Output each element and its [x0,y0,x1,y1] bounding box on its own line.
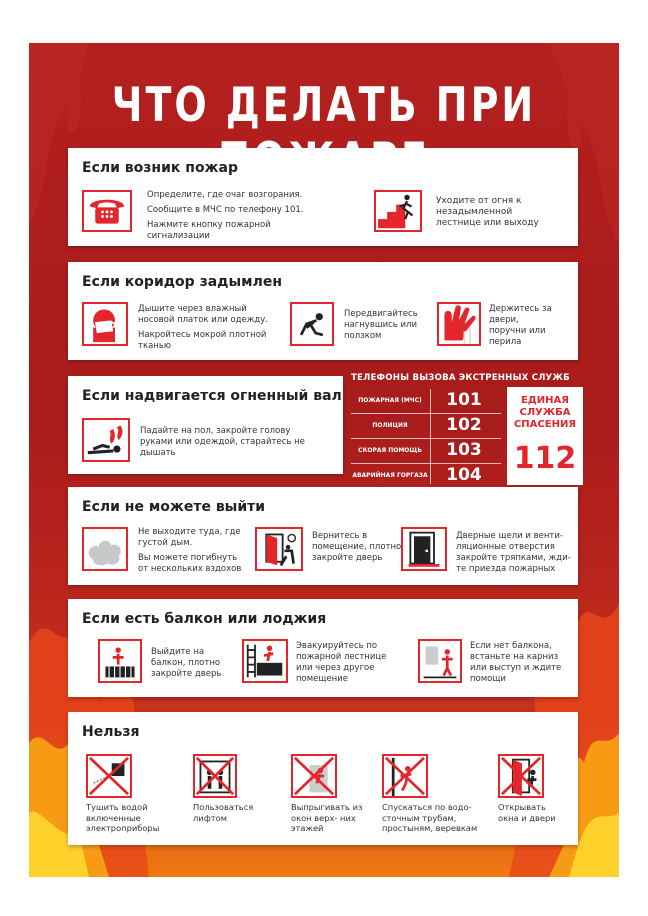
poster: ЧТО ДЕЛАТЬ ПРИ ПОЖАРЕ Если возник пожар … [29,43,619,877]
cloth-mouth-icon [82,302,128,346]
section5-text3: Если нет балкона, встаньте на карниз или… [470,641,562,684]
phone-row: ПОЖАРНАЯ (МЧС) 101 [358,390,482,410]
no-elevator-icon [193,754,237,798]
section-heading: Если возник пожар [82,160,238,176]
section5-text2: Эвакуируйтесь по пожарной лестнице или ч… [296,641,387,684]
section1-text: Определите, где очаг возгорания. Сообщит… [147,190,304,241]
section-heading: Если есть балкон или лоджия [82,611,327,627]
lie-down-icon [82,418,130,462]
crawl-icon [290,302,334,346]
forbidden-text: Тушить водой включенные электроприборы [86,802,160,833]
section4-text2: Вернитесь в помещение, плотно закройте д… [312,531,402,563]
no-jump-window-icon [291,754,337,798]
hand-railing-icon [437,302,481,346]
phones-title: ТЕЛЕФОНЫ ВЫЗОВА ЭКСТРЕННЫХ СЛУЖБ [351,373,570,383]
rescue-service-box: ЕДИНАЯ СЛУЖБА СПАСЕНИЯ 112 [507,387,583,485]
seal-door-icon [401,527,447,571]
section-heading: Нельзя [82,724,140,740]
rescue-number: 112 [513,441,577,476]
section1-text2: Уходите от огня к незадымленной лестнице… [436,196,539,228]
ledge-icon [418,639,462,683]
section-fire-started: Если возник пожар Определите, где очаг в… [68,148,578,246]
rescue-label: ЕДИНАЯ СЛУЖБА СПАСЕНИЯ [513,395,577,430]
no-climb-pipe-icon [382,754,428,798]
phone-row: ПОЛИЦИЯ 102 [372,415,482,435]
smoke-icon [82,527,128,571]
section-balcony: Если есть балкон или лоджия Выйдите на б… [68,599,578,697]
section-heading: Если коридор задымлен [82,274,282,290]
section3-text: Падайте на пол, закройте голову руками и… [140,426,305,458]
section-forbidden: Нельзя Тушить водой включенные электропр… [68,712,578,845]
exit-stairs-icon [374,190,422,232]
forbidden-text: Открывать окна и двери [498,802,556,823]
section-corridor-smoke: Если коридор задымлен Дышите через влажн… [68,262,578,360]
phone-row: СКОРАЯ ПОМОЩЬ 103 [358,440,482,460]
section-fire-wall: Если надвигается огненный вал Падайте на… [68,376,343,474]
balcony-icon [98,639,142,683]
section-heading: Если надвигается огненный вал [82,388,342,404]
section2-text3: Держитесь за двери, поручни или перила [489,304,552,347]
forbidden-text: Пользоваться лифтом [193,802,254,823]
telephone-icon [82,190,132,232]
forbidden-text: Выпрыгивать из окон верх- них этажей [291,802,363,833]
section2-text2: Передвигайтесь нагнувшись или ползком [344,309,418,341]
section-cannot-exit: Если не можете выйти Не выходите туда, г… [68,487,578,585]
section-heading: Если не можете выйти [82,499,266,515]
section5-text: Выйдите на балкон, плотно закройте дверь [151,647,222,679]
no-water-appliance-icon [86,754,132,798]
section2-text: Дышите через влажный носовой платок или … [138,304,269,351]
no-open-door-icon [498,754,544,798]
section4-text: Не выходите туда, где густой дым. Вы мож… [138,527,242,574]
emergency-phones: ТЕЛЕФОНЫ ВЫЗОВА ЭКСТРЕННЫХ СЛУЖБ ПОЖАРНА… [351,373,583,488]
phone-row: АВАРИЙНАЯ ГОРГАЗА 104 [352,465,482,485]
section4-text3: Дверные щели и венти- ляционные отверсти… [456,531,571,574]
fire-escape-icon [242,639,288,683]
close-door-icon [255,527,303,571]
forbidden-text: Спускаться по водо- сточным трубам, прос… [382,802,478,833]
